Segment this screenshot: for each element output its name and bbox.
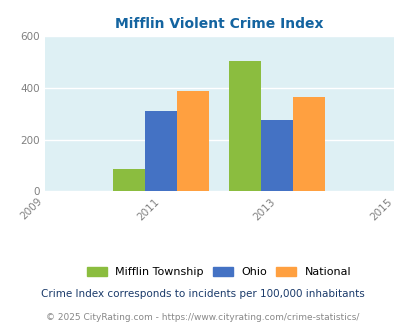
Title: Mifflin Violent Crime Index: Mifflin Violent Crime Index	[115, 17, 323, 31]
Text: © 2025 CityRating.com - https://www.cityrating.com/crime-statistics/: © 2025 CityRating.com - https://www.city…	[46, 313, 359, 322]
Text: Crime Index corresponds to incidents per 100,000 inhabitants: Crime Index corresponds to incidents per…	[41, 289, 364, 299]
Bar	[113, 169, 145, 191]
Bar	[293, 97, 325, 191]
Bar	[229, 61, 261, 191]
Bar	[261, 120, 293, 191]
Legend: Mifflin Township, Ohio, National: Mifflin Township, Ohio, National	[82, 262, 356, 282]
Bar	[145, 111, 177, 191]
Bar	[177, 91, 209, 191]
